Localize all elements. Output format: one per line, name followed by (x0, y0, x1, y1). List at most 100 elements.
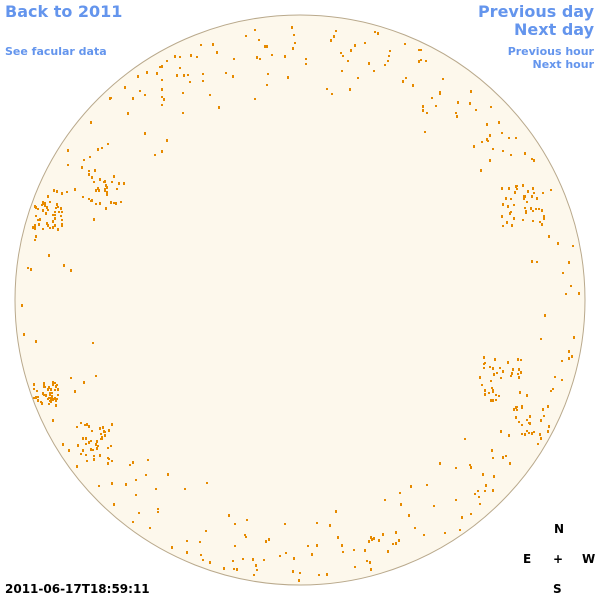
facula (532, 210, 534, 212)
facula (444, 532, 446, 534)
facula (244, 534, 246, 536)
facula (104, 434, 106, 437)
facula (49, 201, 51, 203)
facula (354, 44, 356, 47)
facula (106, 186, 108, 189)
facula (93, 455, 95, 457)
facula (392, 543, 394, 545)
next-hour-link[interactable]: Next hour (532, 58, 595, 71)
facula (370, 536, 372, 539)
facula (115, 202, 117, 205)
back-link[interactable]: Back to 2011 (5, 2, 123, 21)
facula (543, 215, 545, 217)
facula (103, 181, 105, 183)
facula (373, 70, 375, 72)
facula (46, 222, 48, 225)
facula (542, 192, 544, 194)
facula (494, 358, 496, 361)
facula (44, 386, 46, 388)
facula (492, 391, 494, 393)
facula (498, 121, 500, 124)
facula (196, 56, 198, 58)
facula (55, 399, 57, 402)
facula (57, 388, 59, 390)
faculae (21, 26, 580, 582)
facula (92, 449, 94, 451)
facula (54, 214, 56, 216)
facula (541, 223, 543, 226)
next-day-link[interactable]: Next day (514, 20, 594, 39)
facula (111, 482, 113, 485)
facula (435, 105, 437, 107)
facula (505, 455, 507, 457)
facula (329, 524, 331, 527)
facula (132, 521, 134, 523)
facula (99, 454, 101, 457)
facula (439, 92, 441, 95)
facula (200, 554, 202, 556)
previous-hour-link[interactable]: Previous hour (507, 45, 594, 58)
facula (384, 499, 386, 501)
facula (326, 88, 328, 90)
previous-day-link[interactable]: Previous day (477, 2, 594, 21)
facula (161, 104, 163, 106)
facula (55, 404, 57, 407)
facula (254, 98, 256, 100)
facula (547, 405, 549, 408)
facula (484, 490, 486, 492)
facula (366, 560, 368, 562)
facula (77, 444, 79, 447)
facula (474, 493, 476, 495)
facula (478, 496, 480, 498)
facula (510, 198, 512, 200)
facula (61, 219, 63, 221)
facula (48, 403, 50, 405)
facula (568, 261, 570, 264)
facula (57, 206, 59, 208)
facula (342, 551, 344, 553)
facula (85, 443, 87, 445)
facula (481, 141, 483, 143)
facula (34, 205, 36, 208)
facula (46, 206, 48, 209)
facula (500, 377, 502, 379)
facula (531, 432, 533, 435)
facula (86, 460, 88, 462)
facula (52, 383, 54, 386)
facula (82, 449, 84, 452)
facula (496, 372, 498, 374)
facula (254, 29, 256, 31)
facular-link[interactable]: See facular data (5, 45, 107, 58)
facula (104, 188, 106, 191)
facula (518, 368, 520, 371)
facula (342, 55, 344, 57)
facula (35, 396, 37, 399)
facula (398, 539, 400, 542)
facula (95, 203, 97, 205)
facula (157, 508, 159, 510)
facula (481, 384, 483, 386)
facula (531, 158, 533, 160)
facula (521, 433, 523, 435)
facula (55, 207, 57, 209)
facula (422, 109, 424, 112)
facula (111, 181, 113, 183)
facula (54, 389, 56, 391)
facula (88, 170, 90, 172)
facula (98, 189, 100, 192)
facula (539, 433, 541, 436)
facula (105, 184, 107, 187)
facula (387, 60, 389, 62)
facula (255, 564, 257, 567)
facula (202, 559, 204, 561)
facula (54, 217, 56, 220)
facula (54, 224, 56, 227)
facula (94, 169, 96, 172)
facula (516, 188, 518, 190)
facula (287, 76, 289, 79)
facula (500, 430, 502, 433)
facula (364, 42, 366, 44)
facula (502, 456, 504, 459)
facula (326, 573, 328, 576)
facula (105, 207, 107, 210)
